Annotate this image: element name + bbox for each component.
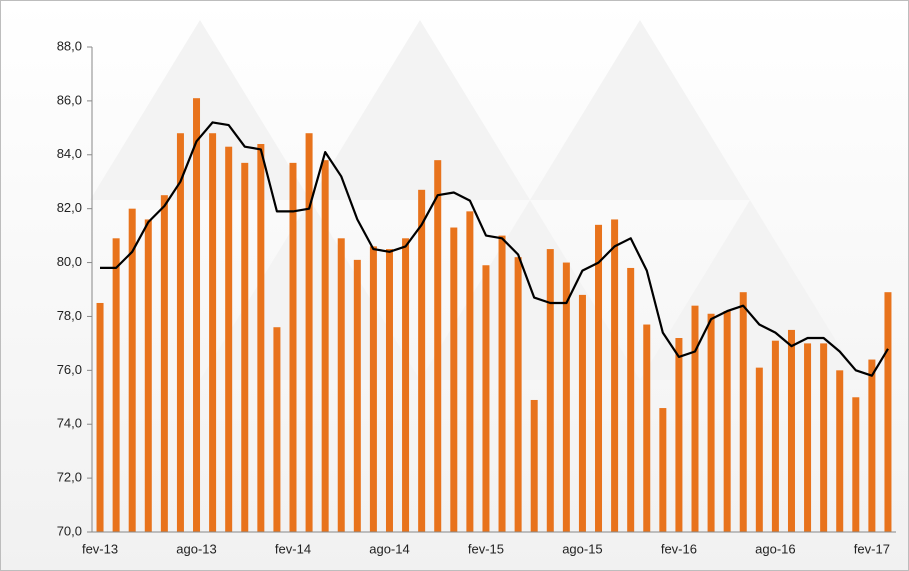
bar [820, 343, 828, 532]
bar [241, 162, 249, 532]
x-tick-label: fev-17 [854, 541, 890, 556]
bar [659, 408, 667, 532]
bar [225, 146, 233, 532]
y-tick-label: 74,0 [57, 416, 82, 431]
y-tick-label: 70,0 [57, 523, 82, 538]
bar [771, 340, 779, 532]
bar [369, 246, 377, 532]
y-tick-label: 82,0 [57, 200, 82, 215]
bar [450, 227, 458, 532]
bar [144, 219, 152, 532]
y-tick-label: 88,0 [57, 38, 82, 53]
x-tick-label: ago-15 [562, 541, 602, 556]
bar [868, 359, 876, 532]
bar [482, 265, 490, 532]
x-tick-label: fev-14 [275, 541, 311, 556]
bar [611, 219, 619, 532]
bar [193, 98, 201, 532]
x-tick-label: fev-15 [468, 541, 504, 556]
bar [337, 238, 345, 533]
bar [112, 238, 120, 533]
x-tick-label: fev-16 [661, 541, 697, 556]
bar [675, 338, 683, 532]
bar [578, 294, 586, 532]
bar [739, 292, 747, 532]
bar [418, 189, 426, 533]
bar [627, 267, 635, 532]
bar [385, 249, 393, 533]
x-tick-label: ago-13 [176, 541, 216, 556]
bar [514, 257, 522, 532]
x-tick-label: ago-14 [369, 541, 409, 556]
bar [643, 324, 651, 532]
x-tick-label: fev-13 [82, 541, 118, 556]
bar [289, 162, 297, 532]
bar [176, 133, 184, 532]
y-tick-label: 80,0 [57, 254, 82, 269]
y-tick-label: 76,0 [57, 362, 82, 377]
bar [466, 211, 474, 532]
bar [562, 262, 570, 532]
y-tick-label: 84,0 [57, 146, 82, 161]
y-tick-label: 72,0 [57, 470, 82, 485]
bar [884, 292, 892, 532]
bar [321, 160, 329, 532]
bar [595, 224, 603, 533]
bar [707, 313, 715, 532]
bar [209, 133, 217, 532]
bar [852, 397, 860, 532]
bar [353, 259, 361, 532]
bar [96, 302, 104, 532]
bar [305, 133, 313, 532]
bar [804, 343, 812, 532]
line [100, 121, 889, 377]
bar [434, 160, 442, 532]
bar [723, 311, 731, 532]
bar [546, 249, 554, 533]
bar [402, 238, 410, 533]
bar [755, 367, 763, 532]
bar [498, 235, 506, 532]
bar [273, 327, 281, 532]
bar [257, 144, 265, 532]
bar [836, 370, 844, 532]
bar [530, 399, 538, 532]
bar [787, 329, 795, 532]
bar [691, 305, 699, 532]
y-tick-label: 78,0 [57, 308, 82, 323]
y-tick-label: 86,0 [57, 92, 82, 107]
bar [128, 208, 136, 532]
x-tick-label: ago-16 [755, 541, 795, 556]
bar [160, 195, 168, 532]
